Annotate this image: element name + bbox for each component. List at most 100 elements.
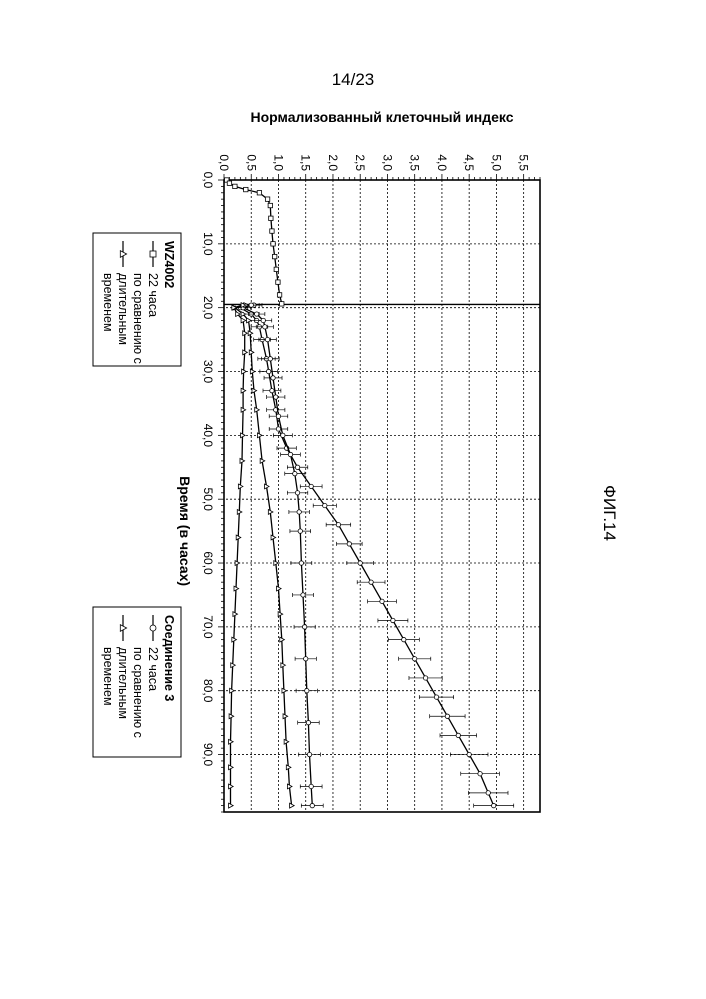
x-tick-label: 30,0 [201, 360, 215, 384]
x-tick-label: 0,0 [201, 172, 215, 189]
square-marker [257, 191, 261, 195]
y-tick-label: 1,5 [299, 154, 313, 171]
circle-marker [358, 561, 362, 565]
legend-entry: временем [101, 647, 115, 706]
y-tick-label: 3,0 [380, 154, 394, 171]
circle-marker [391, 618, 395, 622]
circle-marker [293, 471, 297, 475]
square-marker [280, 302, 284, 306]
circle-marker [434, 695, 438, 699]
legend-entry: 22 часа [146, 647, 160, 691]
circle-marker [297, 510, 301, 514]
square-marker [270, 229, 274, 233]
circle-marker [486, 791, 490, 795]
circle-marker [299, 561, 303, 565]
circle-marker [310, 803, 314, 807]
circle-marker [261, 318, 265, 322]
circle-marker [295, 465, 299, 469]
circle-marker [467, 752, 471, 756]
square-marker [265, 197, 269, 201]
legend-compound-3: Соединение 3 22 часа по сравнению с длит… [93, 607, 181, 757]
circle-marker [150, 625, 156, 631]
y-tick-label: 2,5 [353, 154, 367, 171]
circle-marker [295, 491, 299, 495]
circle-marker [301, 593, 305, 597]
circle-marker [491, 803, 495, 807]
y-tick-label: 5,5 [517, 154, 531, 171]
y-tick-label: 5,0 [489, 154, 503, 171]
circle-marker [276, 427, 280, 431]
x-tick-label: 70,0 [201, 615, 215, 639]
legend-entry: по сравнению с [131, 647, 145, 738]
circle-marker [380, 599, 384, 603]
square-marker [244, 187, 248, 191]
circle-marker [298, 529, 302, 533]
legend-entry: длительным [116, 647, 130, 719]
series [225, 178, 284, 306]
square-marker [274, 267, 278, 271]
circle-marker [306, 720, 310, 724]
square-marker [269, 216, 273, 220]
y-tick-label: 2,0 [326, 154, 340, 171]
circle-marker [336, 523, 340, 527]
square-marker [272, 254, 276, 258]
y-tick-labels: 0,0 0,5 1,0 1,5 2,0 2,5 3,0 3,5 4,0 4,5 5,0 5,5 [217, 154, 531, 171]
circle-marker [254, 312, 258, 316]
circle-marker [307, 752, 311, 756]
square-marker [277, 293, 281, 297]
circle-marker [271, 376, 275, 380]
square-marker [268, 203, 272, 207]
y-tick-label: 4,5 [462, 154, 476, 171]
square-marker [276, 280, 280, 284]
circle-marker [412, 657, 416, 661]
circle-marker [302, 625, 306, 629]
circle-marker [249, 303, 253, 307]
circle-marker [347, 542, 351, 546]
circle-marker [266, 369, 270, 373]
x-axis-label: Время (в часах) [177, 476, 193, 586]
square-marker [271, 242, 275, 246]
circle-marker [369, 580, 373, 584]
plot-area [218, 174, 540, 812]
legend-entry: временем [101, 273, 115, 332]
x-tick-label: 10,0 [201, 232, 215, 256]
y-tick-label: 0,5 [244, 154, 258, 171]
square-marker [150, 251, 156, 257]
legend-title: WZ4002 [162, 241, 176, 288]
x-tick-label: 80,0 [201, 679, 215, 703]
y-tick-label: 1,0 [271, 154, 285, 171]
circle-marker [445, 714, 449, 718]
circle-marker [323, 503, 327, 507]
circle-marker [288, 452, 292, 456]
series [229, 303, 248, 808]
y-tick-label: 0,0 [217, 154, 231, 171]
plot-frame [224, 180, 540, 812]
x-tick-label: 90,0 [201, 743, 215, 767]
figure-label: ФИГ.14 [600, 485, 619, 541]
rotated-chart: 0,010,020,030,040,050,060,070,080,090,0 … [93, 109, 540, 812]
circle-marker [281, 433, 285, 437]
x-tick-label: 60,0 [201, 551, 215, 575]
legend-entry: по сравнению с [131, 273, 145, 364]
x-tick-label: 40,0 [201, 424, 215, 448]
circle-marker [276, 414, 280, 418]
y-axis-label: Нормализованный клеточный индекс [251, 109, 514, 125]
square-marker [233, 184, 237, 188]
y-tick-label: 4,0 [435, 154, 449, 171]
circle-marker [305, 689, 309, 693]
series [233, 303, 294, 808]
x-tick-label: 50,0 [201, 488, 215, 512]
legend-entry: длительным [116, 273, 130, 345]
legend-entry: 22 часа [146, 273, 160, 317]
y-tick-label: 3,5 [408, 154, 422, 171]
circle-marker [268, 357, 272, 361]
circle-marker [309, 784, 313, 788]
series [236, 303, 324, 808]
circle-marker [402, 637, 406, 641]
circle-marker [270, 388, 274, 392]
circle-marker [309, 484, 313, 488]
x-tick-labels: 0,010,020,030,040,050,060,070,080,090,0 [201, 172, 215, 767]
circle-marker [274, 395, 278, 399]
legend-title: Соединение 3 [162, 615, 176, 701]
